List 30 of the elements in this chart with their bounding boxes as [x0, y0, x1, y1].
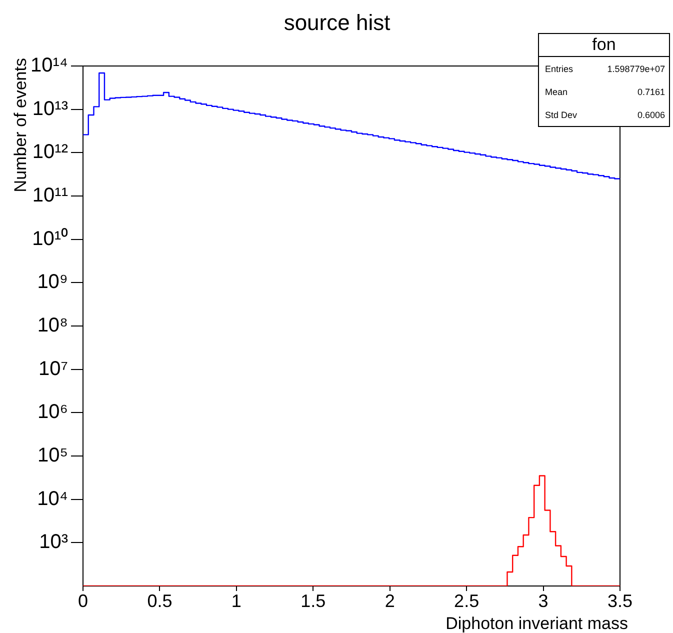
y-tick-label: 10¹³ — [32, 98, 68, 120]
x-tick-label: 0.5 — [147, 590, 172, 611]
annotation: Std Dev — [545, 110, 578, 120]
y-tick-label: 10¹¹ — [32, 184, 68, 207]
y-tick-label: 10⁷ — [38, 358, 68, 380]
y-axis-title: Number of events — [11, 58, 30, 192]
x-tick-label: 0 — [78, 590, 88, 611]
x-tick-label: 2 — [384, 590, 395, 611]
text: 0.6006 — [637, 110, 665, 120]
x-tick-label: 3 — [538, 590, 548, 611]
text: fon — [539, 34, 669, 57]
y-tick-label: 10³ — [39, 531, 68, 554]
y-tick-label: 10⁹ — [37, 271, 68, 294]
annotation: 1.598779e+07 — [607, 64, 665, 74]
y-tick-label: 10⁸ — [37, 314, 68, 337]
y-tick-label: 10¹⁴ — [30, 54, 68, 77]
y-tick-label: 10⁶ — [38, 401, 68, 424]
x-tick-label: 1.5 — [300, 590, 326, 611]
y-tick-label: 10⁵ — [37, 444, 68, 467]
annotation: Entries — [545, 64, 574, 74]
y-tick-label: 10¹⁰ — [32, 226, 68, 250]
x-axis-title: Diphoton inveriant mass — [446, 614, 628, 633]
x-tick-label: 1 — [231, 590, 242, 611]
x-tick-label: 3.5 — [607, 590, 633, 611]
y-tick-label: 10¹² — [32, 141, 68, 164]
y-tick-label: 10⁴ — [37, 488, 68, 510]
x-tick-label: 2.5 — [454, 590, 480, 611]
chart-title: source hist — [284, 10, 390, 35]
text: 0.7161 — [637, 87, 665, 97]
annotation: Mean — [545, 87, 568, 97]
